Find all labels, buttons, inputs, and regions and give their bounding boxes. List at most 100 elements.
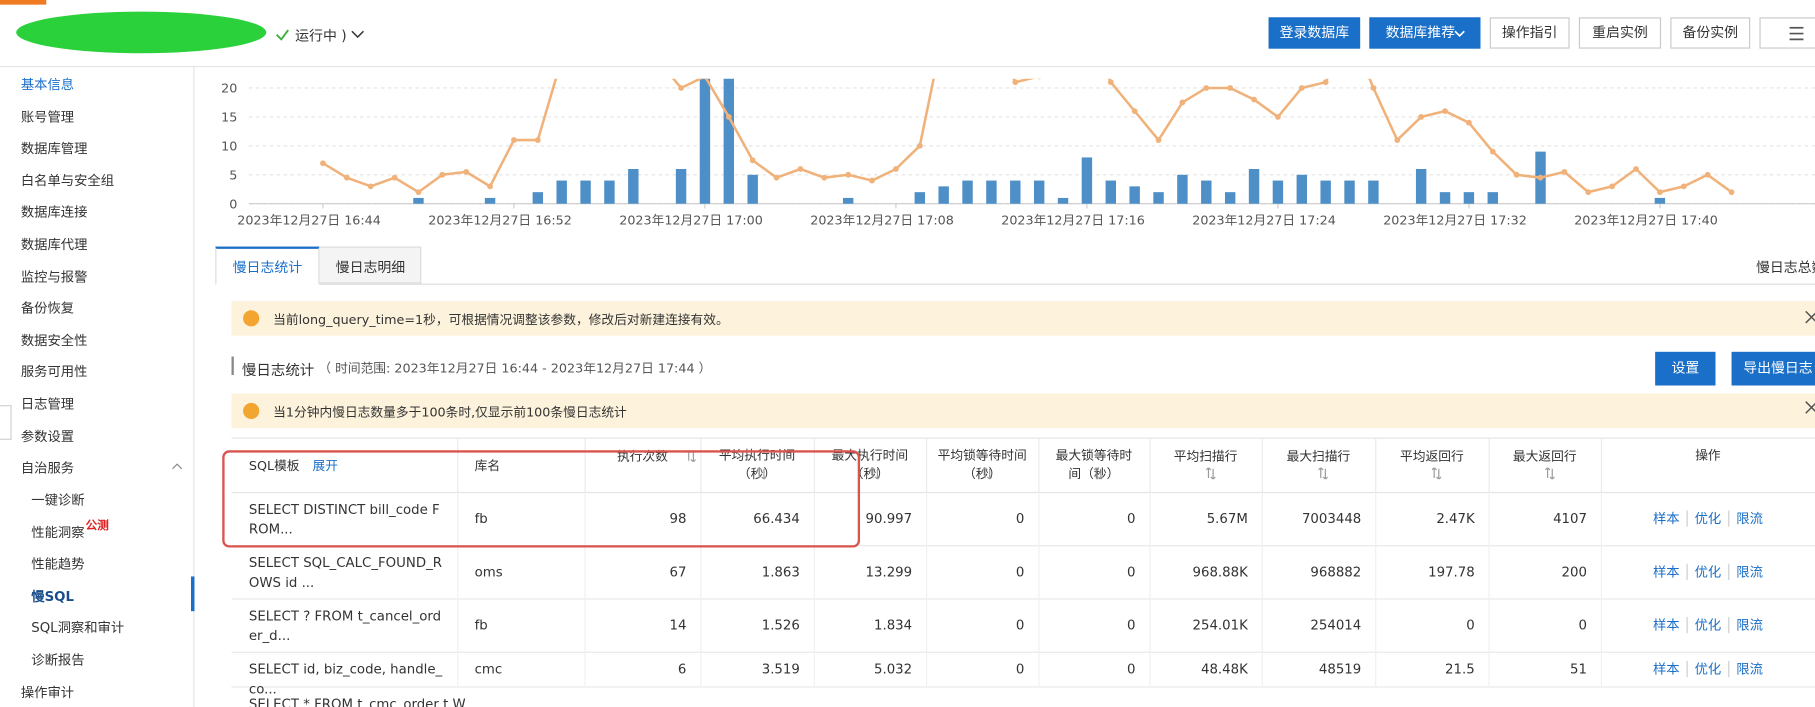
menu-item[interactable]: 基本信息 <box>20 76 75 93</box>
header-button[interactable]: 数据库推荐 <box>1369 17 1481 49</box>
column-divider <box>700 599 702 653</box>
menu-item[interactable]: 账号管理 <box>20 108 75 125</box>
sql-cell[interactable]: SELECT ? FROM t_cancel_order_d... <box>248 607 442 644</box>
action-link[interactable]: 限流 <box>1728 616 1770 634</box>
menu-subitem[interactable]: 性能洞察公测 <box>31 519 109 542</box>
header-button[interactable]: 备份实例 <box>1670 17 1751 49</box>
line-point <box>821 174 828 181</box>
menu-subitem[interactable]: 诊断报告 <box>31 651 84 670</box>
chevron-path <box>1454 30 1465 38</box>
sql-cell[interactable]: SELECT id, biz_code, handle_co... <box>248 660 443 697</box>
menu-item[interactable]: 数据库管理 <box>20 140 88 157</box>
action-link[interactable]: 优化 <box>1686 616 1729 634</box>
action-link[interactable]: 样本 <box>1652 660 1680 678</box>
header-button[interactable]: 登录数据库 <box>1268 17 1361 49</box>
close-icon[interactable] <box>1805 401 1815 415</box>
action-link[interactable]: 限流 <box>1728 660 1770 678</box>
section-button[interactable]: 导出慢日志 <box>1731 351 1815 386</box>
header-button[interactable]: 重启实例 <box>1578 17 1662 49</box>
menu-subitem-label: SQL洞察和审计 <box>31 619 125 636</box>
action-link[interactable]: 样本 <box>1652 510 1680 527</box>
column-header[interactable]: 最大扫描行 <box>1286 449 1351 465</box>
menu-item[interactable]: 日志管理 <box>20 395 75 413</box>
menu-item[interactable]: 操作审计 <box>20 684 75 701</box>
sidebar-toggle[interactable] <box>0 405 12 440</box>
action-link[interactable]: 优化 <box>1686 510 1729 527</box>
sort-icon[interactable] <box>982 467 992 480</box>
menu-item[interactable]: 数据库代理 <box>20 236 88 253</box>
sort-icon[interactable] <box>1544 467 1554 480</box>
value-cell: 968882 <box>1310 563 1362 580</box>
bar <box>532 192 544 204</box>
menu-item[interactable]: 白名单与安全组 <box>20 172 115 189</box>
column-divider <box>1600 438 1603 494</box>
action-link[interactable]: 样本 <box>1652 563 1680 580</box>
section-button[interactable]: 设置 <box>1655 351 1716 386</box>
menu-item[interactable]: 数据安全性 <box>20 331 88 349</box>
sql-cell[interactable]: SELECT SQL_CALC_FOUND_ROWS id ... <box>248 554 442 591</box>
action-link[interactable]: 限流 <box>1728 563 1770 580</box>
menu-item[interactable]: 参数设置 <box>20 427 75 445</box>
column-header[interactable]: 最大锁等待时间（秒） <box>1055 447 1133 482</box>
column-header[interactable]: 操作 <box>1695 447 1721 464</box>
status-chevron[interactable] <box>351 29 365 41</box>
column-divider <box>457 493 459 547</box>
tab-label[interactable]: 慢日志统计 <box>232 259 303 276</box>
menu-item[interactable]: 备份恢复 <box>20 300 75 317</box>
column-divider <box>1038 546 1040 600</box>
action-link[interactable]: 限流 <box>1728 510 1770 527</box>
sql-cell[interactable]: SELECT * FROM t_cmc_order t W <box>248 695 466 707</box>
menu-subitem[interactable]: 一键诊断 <box>31 491 84 510</box>
value-cell: 98 <box>669 510 687 527</box>
line-point <box>1298 85 1305 91</box>
menu-icon-button[interactable] <box>1759 17 1815 49</box>
menu-group[interactable]: 自治服务 <box>20 459 75 476</box>
column-header[interactable]: 最大返回行 <box>1512 449 1577 465</box>
tab[interactable] <box>319 246 422 284</box>
menu-item[interactable]: 监控与报警 <box>20 268 88 285</box>
action-link[interactable]: 样本 <box>1652 616 1680 634</box>
column-divider <box>813 652 815 688</box>
bar <box>556 180 567 204</box>
column-divider <box>926 493 928 547</box>
x-tick-label: 2023年12月27日 17:24 <box>1192 214 1336 229</box>
sql-cell[interactable]: SELECT DISTINCT bill_code FROM... <box>248 501 440 538</box>
y-tick-label: 5 <box>229 168 237 183</box>
sort-icon[interactable] <box>686 450 696 462</box>
header-bar <box>0 0 1815 68</box>
tab-label[interactable]: 慢日志明细 <box>335 259 406 276</box>
menu-subitem[interactable]: 慢SQL <box>31 587 74 606</box>
sort-icon[interactable] <box>757 467 767 480</box>
sort-icon[interactable] <box>1093 467 1104 480</box>
column-divider <box>584 493 586 547</box>
sort-icon[interactable] <box>1318 467 1328 480</box>
sort-icon[interactable] <box>1431 467 1442 480</box>
column-divider <box>1149 599 1151 653</box>
line-point <box>869 177 875 184</box>
column-header[interactable]: 平均扫描行 <box>1173 449 1238 465</box>
sort-icon[interactable] <box>869 467 880 480</box>
menu-item[interactable]: 数据库连接 <box>20 204 88 221</box>
line-point <box>1275 114 1281 120</box>
sort-arrows <box>1431 467 1442 480</box>
action-link[interactable]: 优化 <box>1686 563 1729 580</box>
close-icon[interactable] <box>1805 310 1815 324</box>
column-header[interactable]: 执行次数 <box>616 449 668 465</box>
menu-subitem[interactable]: 性能趋势 <box>31 555 84 574</box>
value-cell: 197.78 <box>1428 563 1475 580</box>
expand-link[interactable]: 展开 <box>312 458 338 474</box>
action-link[interactable]: 优化 <box>1686 660 1729 678</box>
menu-subitem[interactable]: SQL洞察和审计 <box>31 619 124 638</box>
value-cell: 0 <box>1578 616 1587 634</box>
x-tick-label: 2023年12月27日 16:52 <box>428 214 572 229</box>
menu-item[interactable]: 服务可用性 <box>20 363 88 381</box>
column-header[interactable]: 平均返回行 <box>1400 449 1464 465</box>
notice <box>231 393 1815 429</box>
line-point <box>773 174 780 181</box>
column-header[interactable]: 平均锁等待时间（秒） <box>937 447 1027 482</box>
line-point <box>1131 108 1138 115</box>
line-point <box>893 166 899 172</box>
tab-active[interactable] <box>215 246 320 285</box>
header-button[interactable]: 操作指引 <box>1489 17 1570 49</box>
sort-icon[interactable] <box>1205 467 1215 480</box>
